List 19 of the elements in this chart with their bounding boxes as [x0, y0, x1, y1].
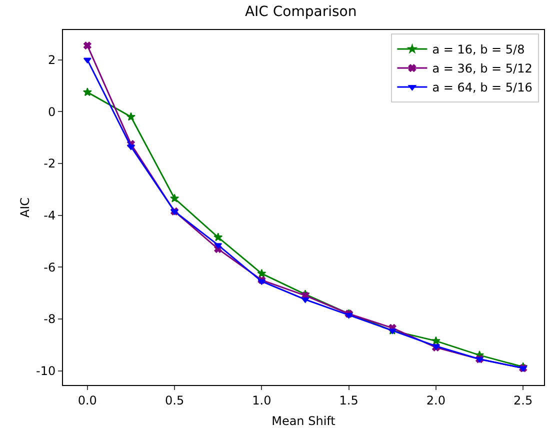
x-tick-label: 0.5	[164, 393, 184, 408]
x-tick-label: 2.0	[426, 393, 446, 408]
y-tick-label: -8	[44, 312, 56, 326]
legend-label: a = 64, b = 5/16	[432, 80, 532, 95]
y-tick-label: -10	[36, 364, 56, 378]
x-tick-label: 1.0	[252, 393, 272, 408]
y-tick-label: 2	[48, 53, 56, 67]
x-tick-label: 2.5	[514, 393, 533, 408]
x-tick-label: 0.0	[78, 393, 97, 408]
y-tick-label: 0	[48, 104, 56, 119]
y-tick-label: -4	[44, 208, 56, 222]
legend-label: a = 16, b = 5/8	[432, 42, 525, 57]
x-tick-label: 1.5	[339, 393, 358, 408]
y-tick-label: -2	[44, 156, 56, 171]
x-axis-title: Mean Shift	[272, 414, 336, 428]
chart-title: AIC Comparison	[244, 4, 357, 20]
y-axis-title: AIC	[18, 197, 32, 218]
legend-label: a = 36, b = 5/12	[432, 62, 532, 76]
y-tick-label: -6	[44, 260, 56, 274]
